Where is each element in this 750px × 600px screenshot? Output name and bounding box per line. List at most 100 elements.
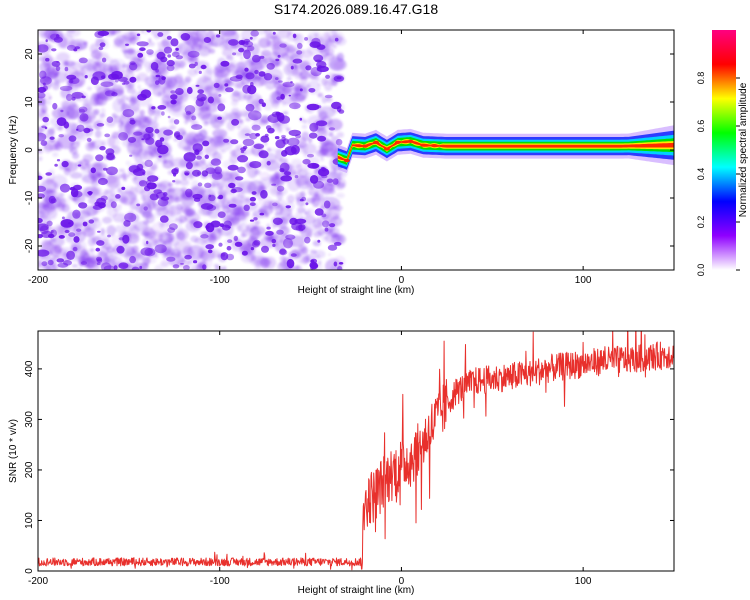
noise-blob-strong [175, 88, 184, 95]
colorbar-tick-label-0.8: 0.8 [696, 72, 706, 85]
noise-blob [157, 91, 162, 97]
noise-blob-strong [333, 241, 342, 246]
noise-blob-strong [147, 175, 159, 183]
noise-blob-strong [271, 238, 277, 244]
noise-blob-strong [275, 58, 280, 62]
noise-blob-strong [129, 76, 137, 83]
noise-blob-strong [243, 204, 250, 211]
noise-blob-strong [104, 133, 111, 138]
noise-blob [313, 167, 319, 174]
noise-blob [199, 158, 206, 163]
noise-blob-strong [94, 201, 101, 207]
noise-blob-strong [242, 138, 255, 147]
noise-blob [118, 204, 123, 208]
noise-blob [118, 168, 125, 173]
spectrogram-y-axis: -20 -10 0 10 20 [24, 48, 674, 253]
noise-blob-strong [47, 233, 55, 239]
noise-blob-strong [307, 153, 314, 158]
noise-blob-strong [224, 83, 229, 87]
noise-blob [164, 138, 169, 146]
noise-blob [134, 176, 138, 181]
noise-blob-strong [266, 226, 271, 230]
noise-blob [150, 221, 171, 238]
noise-blob [43, 143, 53, 154]
noise-blob [275, 148, 284, 161]
noise-blob-strong [289, 217, 298, 225]
noise-blob-strong [338, 262, 344, 265]
noise-blob-strong [278, 115, 290, 124]
noise-blob [103, 189, 110, 196]
noise-blob [148, 38, 152, 43]
noise-blob-strong [166, 64, 175, 72]
noise-blob [220, 150, 226, 154]
noise-blob-strong [139, 47, 146, 52]
noise-blob-strong [68, 232, 76, 237]
noise-blob-strong [103, 265, 115, 270]
noise-blob [327, 118, 343, 131]
noise-blob-strong [106, 154, 116, 161]
noise-blob-strong [191, 124, 203, 130]
noise-blob [122, 49, 128, 54]
noise-blob-strong [338, 109, 345, 114]
noise-blob [185, 31, 205, 48]
noise-blob-strong [167, 115, 171, 119]
colorbar-tick-label-0.2: 0.2 [696, 216, 706, 229]
noise-blob [173, 197, 181, 203]
noise-blob-strong [260, 189, 268, 199]
noise-blob [221, 206, 231, 214]
noise-blob-strong [84, 75, 88, 79]
noise-blob-strong [97, 230, 101, 233]
noise-blob-strong [129, 119, 136, 125]
noise-blob-strong [317, 239, 321, 243]
noise-blob [336, 131, 344, 138]
noise-blob [85, 162, 89, 166]
colorbar-tick-label-0.6: 0.6 [696, 120, 706, 133]
noise-blob-strong [38, 86, 47, 93]
noise-blob-strong [201, 170, 209, 177]
noise-blob-strong [111, 92, 118, 97]
noise-blob-strong [68, 78, 74, 84]
noise-blob-strong [163, 129, 174, 136]
noise-blob-strong [170, 38, 179, 47]
noise-blob [271, 122, 281, 128]
noise-blob-strong [105, 148, 115, 156]
noise-blob-strong [166, 59, 175, 67]
noise-blob-strong [232, 52, 237, 56]
noise-blob-strong [131, 266, 140, 270]
noise-blob-strong [313, 54, 324, 62]
noise-blob-strong [315, 120, 328, 127]
noise-blob-strong [274, 136, 280, 140]
noise-blob [48, 44, 54, 50]
noise-blob-strong [220, 60, 230, 67]
noise-blob-strong [203, 37, 212, 43]
noise-blob [185, 148, 191, 152]
noise-blob-strong [129, 117, 135, 122]
noise-blob [291, 83, 308, 92]
noise-blob [89, 43, 99, 54]
noise-blob-strong [302, 158, 311, 165]
noise-blob [133, 221, 149, 232]
noise-blob [45, 99, 52, 106]
noise-blob [125, 160, 131, 166]
noise-blob-strong [251, 54, 261, 63]
noise-blob-strong [123, 220, 131, 227]
noise-blob-strong [205, 244, 214, 250]
snr-plot-area [38, 331, 674, 571]
noise-blob [231, 31, 235, 36]
colorbar-tick-label-0.0: 0.0 [696, 264, 706, 277]
noise-blob [94, 129, 102, 139]
noise-blob-strong [299, 117, 303, 121]
noise-blob [56, 225, 67, 236]
noise-blob-strong [115, 194, 121, 199]
noise-blob-strong [316, 60, 327, 69]
noise-blob [234, 70, 239, 75]
noise-blob [204, 231, 210, 235]
noise-blob-strong [163, 46, 173, 54]
noise-blob-strong [133, 131, 143, 136]
noise-blob-strong [94, 30, 105, 38]
noise-blob-strong [158, 155, 162, 158]
noise-blob-strong [207, 96, 214, 104]
noise-blob [152, 202, 156, 207]
noise-blob-strong [174, 167, 179, 173]
